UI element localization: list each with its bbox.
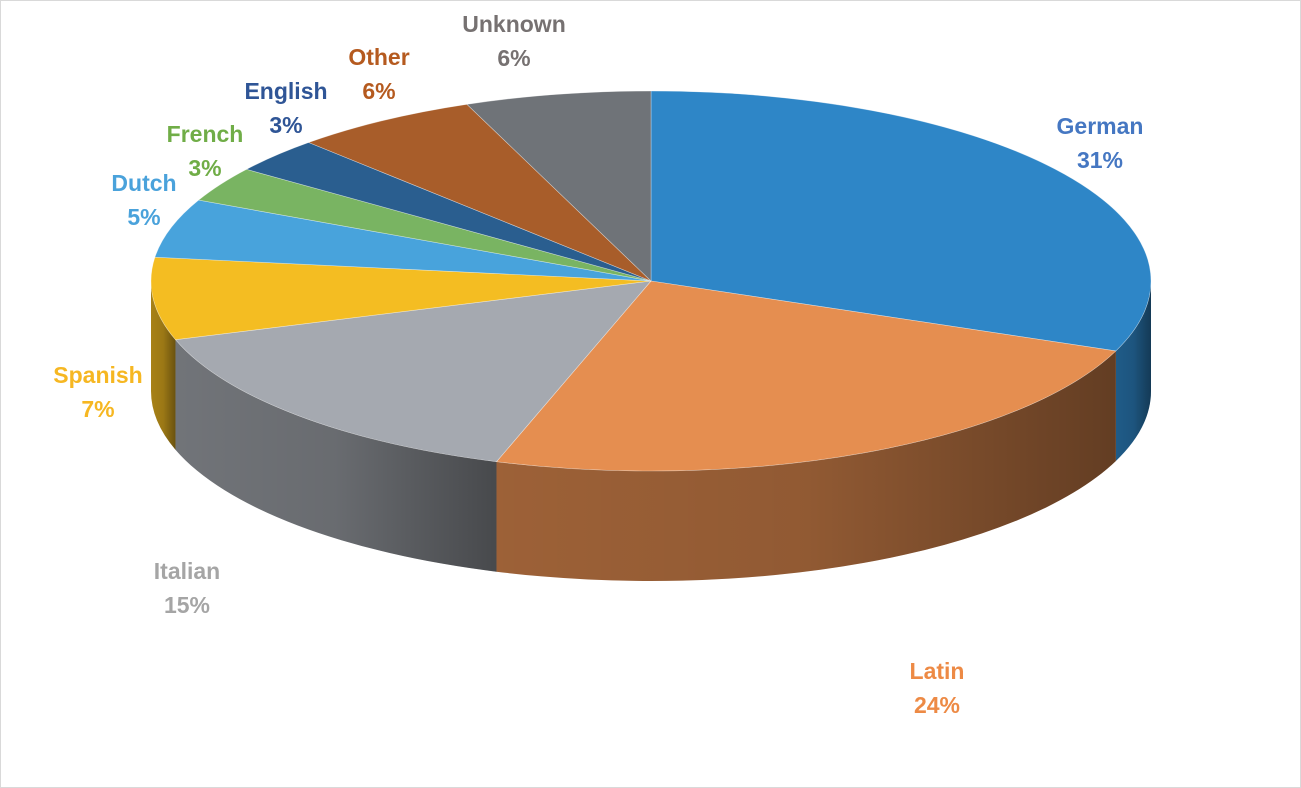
label-latin-percent: 24% bbox=[914, 692, 960, 718]
pie-slice-latin bbox=[495, 280, 1117, 472]
label-other-percent: 6% bbox=[362, 78, 395, 104]
pie-side-shade-spanish bbox=[151, 281, 176, 450]
label-latin: Latin bbox=[910, 658, 965, 684]
label-unknown: Unknown bbox=[462, 11, 566, 37]
label-french: French bbox=[167, 121, 244, 147]
label-french-percent: 3% bbox=[188, 155, 221, 181]
pie-slice-dutch bbox=[154, 199, 652, 282]
pie-side-shade-latin bbox=[496, 350, 1116, 581]
pie-side-shade-german bbox=[1115, 281, 1151, 461]
label-unknown-percent: 6% bbox=[497, 45, 530, 71]
label-italian: Italian bbox=[154, 558, 220, 584]
label-german: German bbox=[1057, 113, 1144, 139]
pie-slice-spanish bbox=[150, 256, 652, 341]
pie-slice-unknown bbox=[466, 90, 652, 282]
label-dutch-percent: 5% bbox=[127, 204, 160, 230]
label-german-percent: 31% bbox=[1077, 147, 1123, 173]
label-english-percent: 3% bbox=[269, 112, 302, 138]
label-dutch: Dutch bbox=[111, 170, 176, 196]
label-spanish: Spanish bbox=[53, 362, 142, 388]
label-english: English bbox=[244, 78, 327, 104]
label-spanish-percent: 7% bbox=[81, 396, 114, 422]
pie-slice-italian bbox=[174, 280, 652, 463]
pie-slice-other bbox=[307, 104, 652, 282]
label-italian-percent: 15% bbox=[164, 592, 210, 618]
label-other: Other bbox=[348, 44, 409, 70]
pie-slice-german bbox=[650, 90, 1152, 352]
